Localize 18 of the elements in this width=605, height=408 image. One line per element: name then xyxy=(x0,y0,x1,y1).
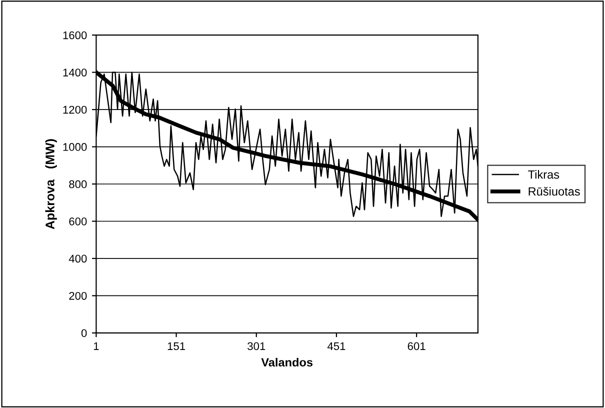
y-tick-label: 1200 xyxy=(63,106,87,114)
legend-label: Tikras xyxy=(528,170,560,179)
y-tick-label: 1000 xyxy=(63,143,87,151)
x-axis-title: Valandos xyxy=(261,358,313,367)
y-tick-label: 200 xyxy=(69,292,87,300)
x-tick-label: 301 xyxy=(248,342,266,350)
y-tick-label: 400 xyxy=(68,254,87,263)
legend-label: Rūšiuotas xyxy=(528,186,580,196)
y-axis-title: Apkrova (MW) xyxy=(45,139,57,230)
x-tick-label: 601 xyxy=(408,342,426,350)
x-tick-label: 451 xyxy=(327,342,346,350)
x-tick-label: 1 xyxy=(94,342,99,350)
x-tick-label: 151 xyxy=(168,342,186,350)
y-tick-label: 600 xyxy=(69,218,87,226)
y-tick-label: 1600 xyxy=(63,31,87,40)
y-tick-label: 0 xyxy=(81,329,87,338)
y-tick-label: 800 xyxy=(69,180,87,188)
y-tick-label: 1400 xyxy=(63,68,87,76)
